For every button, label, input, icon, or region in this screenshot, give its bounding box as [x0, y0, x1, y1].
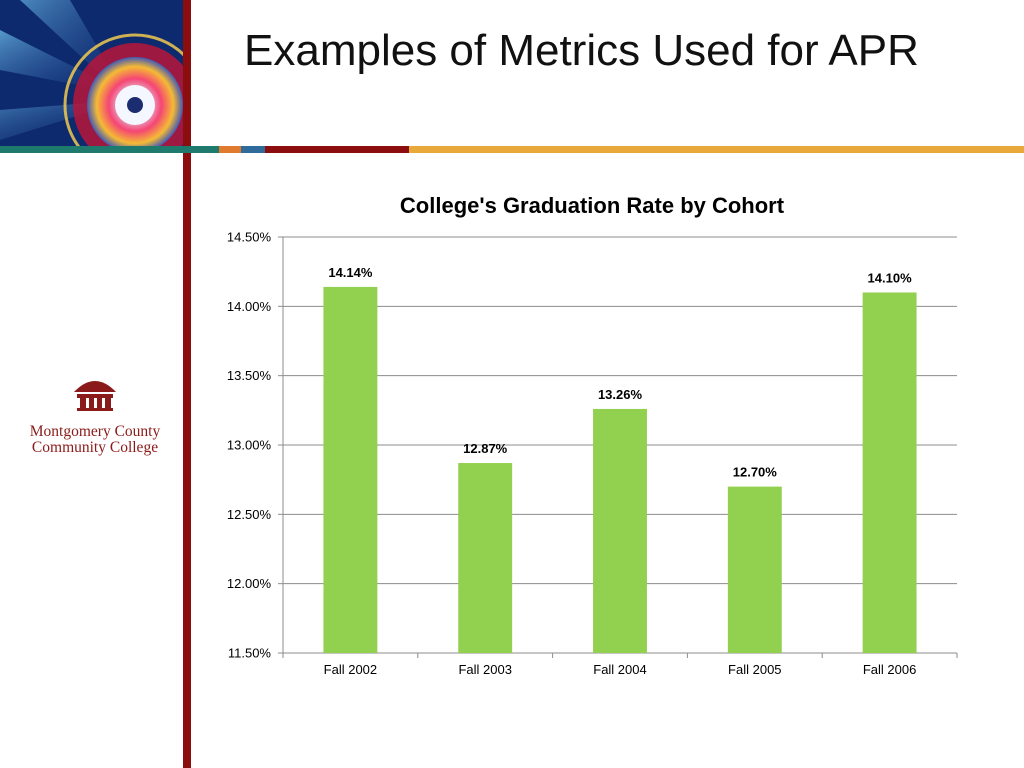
- logo-roof-arch: [74, 381, 116, 392]
- rule-blue-segment: [241, 146, 265, 153]
- bar: [727, 486, 782, 653]
- y-tick-label: 11.50%: [228, 646, 272, 661]
- corner-disc-image: [0, 0, 184, 146]
- y-tick-label: 13.00%: [227, 438, 272, 453]
- logo-line-2: Community College: [31, 439, 159, 456]
- rule-maroon-segment: [265, 146, 409, 153]
- data-labels: 14.14% 12.87% 13.26% 12.70% 14.10%: [328, 265, 912, 480]
- bars: [323, 286, 917, 653]
- chart-title: College's Graduation Rate by Cohort: [400, 193, 785, 218]
- bar: [458, 463, 513, 653]
- y-tick-label: 14.00%: [227, 299, 272, 314]
- rule-orange-segment: [219, 146, 241, 153]
- bar-data-label: 12.70%: [733, 465, 778, 480]
- logo-line-1: Montgomery County: [29, 423, 161, 440]
- bar-data-label: 12.87%: [463, 441, 508, 456]
- y-tick-label: 14.50%: [227, 230, 272, 245]
- rule-teal-segment: [0, 146, 219, 153]
- bar-data-label: 14.14%: [328, 265, 373, 280]
- x-tick-label: Fall 2005: [728, 662, 781, 677]
- bar: [593, 408, 647, 653]
- rule-gold-segment: [409, 146, 1024, 153]
- graduation-rate-chart: College's Graduation Rate by Cohort 11.5…: [227, 193, 958, 677]
- bar: [862, 292, 917, 653]
- x-tick-label: Fall 2006: [863, 662, 916, 677]
- bar: [323, 286, 378, 653]
- x-tick-label: Fall 2002: [324, 662, 377, 677]
- axes: 11.50% 12.00% 12.50% 13.00% 13.50% 14.00% 14.5…: [227, 230, 958, 677]
- x-tick-label: Fall 2003: [458, 662, 511, 677]
- maroon-vertical-rule: [183, 0, 191, 768]
- y-tick-label: 12.50%: [227, 507, 272, 522]
- bar-data-label: 14.10%: [868, 270, 913, 285]
- college-logo-text: Montgomery County Community College: [20, 424, 170, 456]
- x-tick-label: Fall 2004: [593, 662, 646, 677]
- slide-title: Examples of Metrics Used for APR: [244, 26, 919, 75]
- bar-data-label: 13.26%: [598, 387, 643, 402]
- y-tick-label: 13.50%: [227, 368, 272, 383]
- y-tick-label: 12.00%: [227, 576, 272, 591]
- college-logo: [22, 372, 168, 462]
